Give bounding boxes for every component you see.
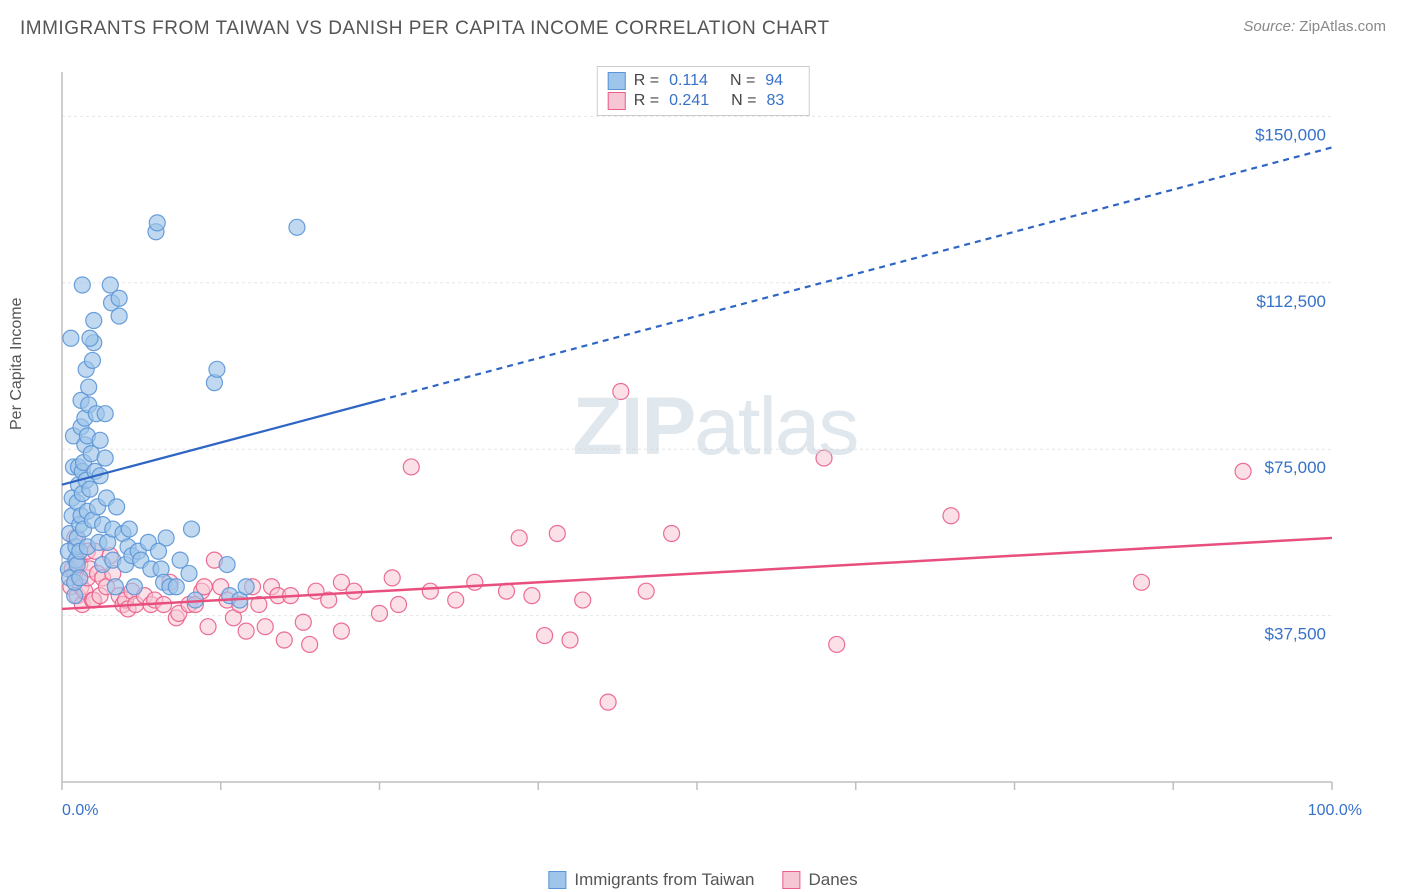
swatch-pink [608,92,626,110]
swatch-pink-bottom [783,871,801,889]
swatch-blue [608,72,626,90]
r-label-pink: R = [634,92,659,110]
svg-text:$75,000: $75,000 [1265,458,1326,477]
r-label-blue: R = [634,72,659,90]
chart-area: $37,500$75,000$112,500$150,000 ZIPatlas … [50,62,1380,822]
legend-stats-pink: R = 0.241 N = 83 [608,91,799,111]
n-value-pink: 83 [766,92,784,110]
source-value: ZipAtlas.com [1299,18,1386,35]
legend-stats-blue: R = 0.114 N = 94 [608,71,799,91]
r-value-pink: 0.241 [669,92,709,110]
legend-series: Immigrants from Taiwan Danes [548,870,857,890]
r-value-blue: 0.114 [669,72,708,90]
legend-label-blue: Immigrants from Taiwan [574,870,754,890]
source-label: Source: [1243,18,1295,35]
svg-text:$37,500: $37,500 [1265,625,1326,644]
legend-item-blue: Immigrants from Taiwan [548,870,754,890]
x-min-label: 0.0% [62,802,98,820]
legend-label-pink: Danes [809,870,858,890]
legend-stats: R = 0.114 N = 94 R = 0.241 N = 83 [597,66,810,116]
legend-item-pink: Danes [783,870,858,890]
swatch-blue-bottom [548,871,566,889]
n-label-pink: N = [731,92,756,110]
source: Source: ZipAtlas.com [1243,18,1386,35]
chart-title: IMMIGRANTS FROM TAIWAN VS DANISH PER CAP… [20,18,830,40]
chart-svg: $37,500 $75,000 $112,500 $150,000 [50,62,1380,822]
x-max-label: 100.0% [1308,802,1362,820]
n-value-blue: 94 [765,72,783,90]
svg-text:$150,000: $150,000 [1255,125,1326,144]
n-label-blue: N = [730,72,755,90]
y-axis-label: Per Capita Income [8,297,26,430]
svg-text:$112,500: $112,500 [1256,292,1326,311]
